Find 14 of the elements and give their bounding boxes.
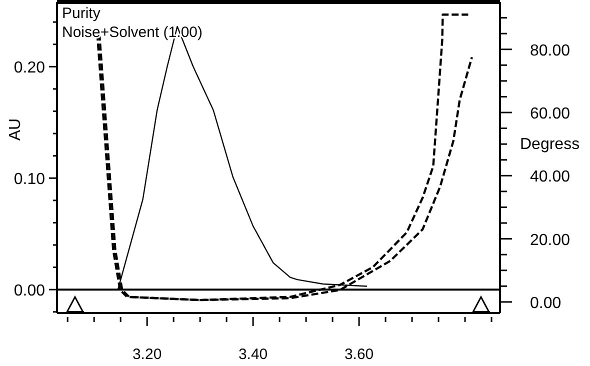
x-tick-label: 3.60 — [344, 346, 374, 363]
y2-tick-label: 80.00 — [530, 42, 570, 60]
x-tick-label: 3.20 — [132, 346, 162, 363]
y2-tick-label: 0.00 — [530, 294, 562, 312]
y2-tick-label: 40.00 — [530, 168, 570, 186]
y-tick-label: 0.10 — [14, 171, 46, 188]
y2-axis-title: Degress — [520, 136, 580, 153]
y-tick-label: 0.00 — [14, 282, 46, 300]
y-tick-label: 0.20 — [14, 60, 46, 77]
y2-tick-label: 20.00 — [530, 232, 570, 249]
series-label: Purity — [62, 5, 101, 22]
y2-tick-label: 60.00 — [530, 106, 570, 123]
x-tick-label: 3.40 — [238, 346, 268, 363]
y-axis-title: AU — [7, 118, 24, 141]
